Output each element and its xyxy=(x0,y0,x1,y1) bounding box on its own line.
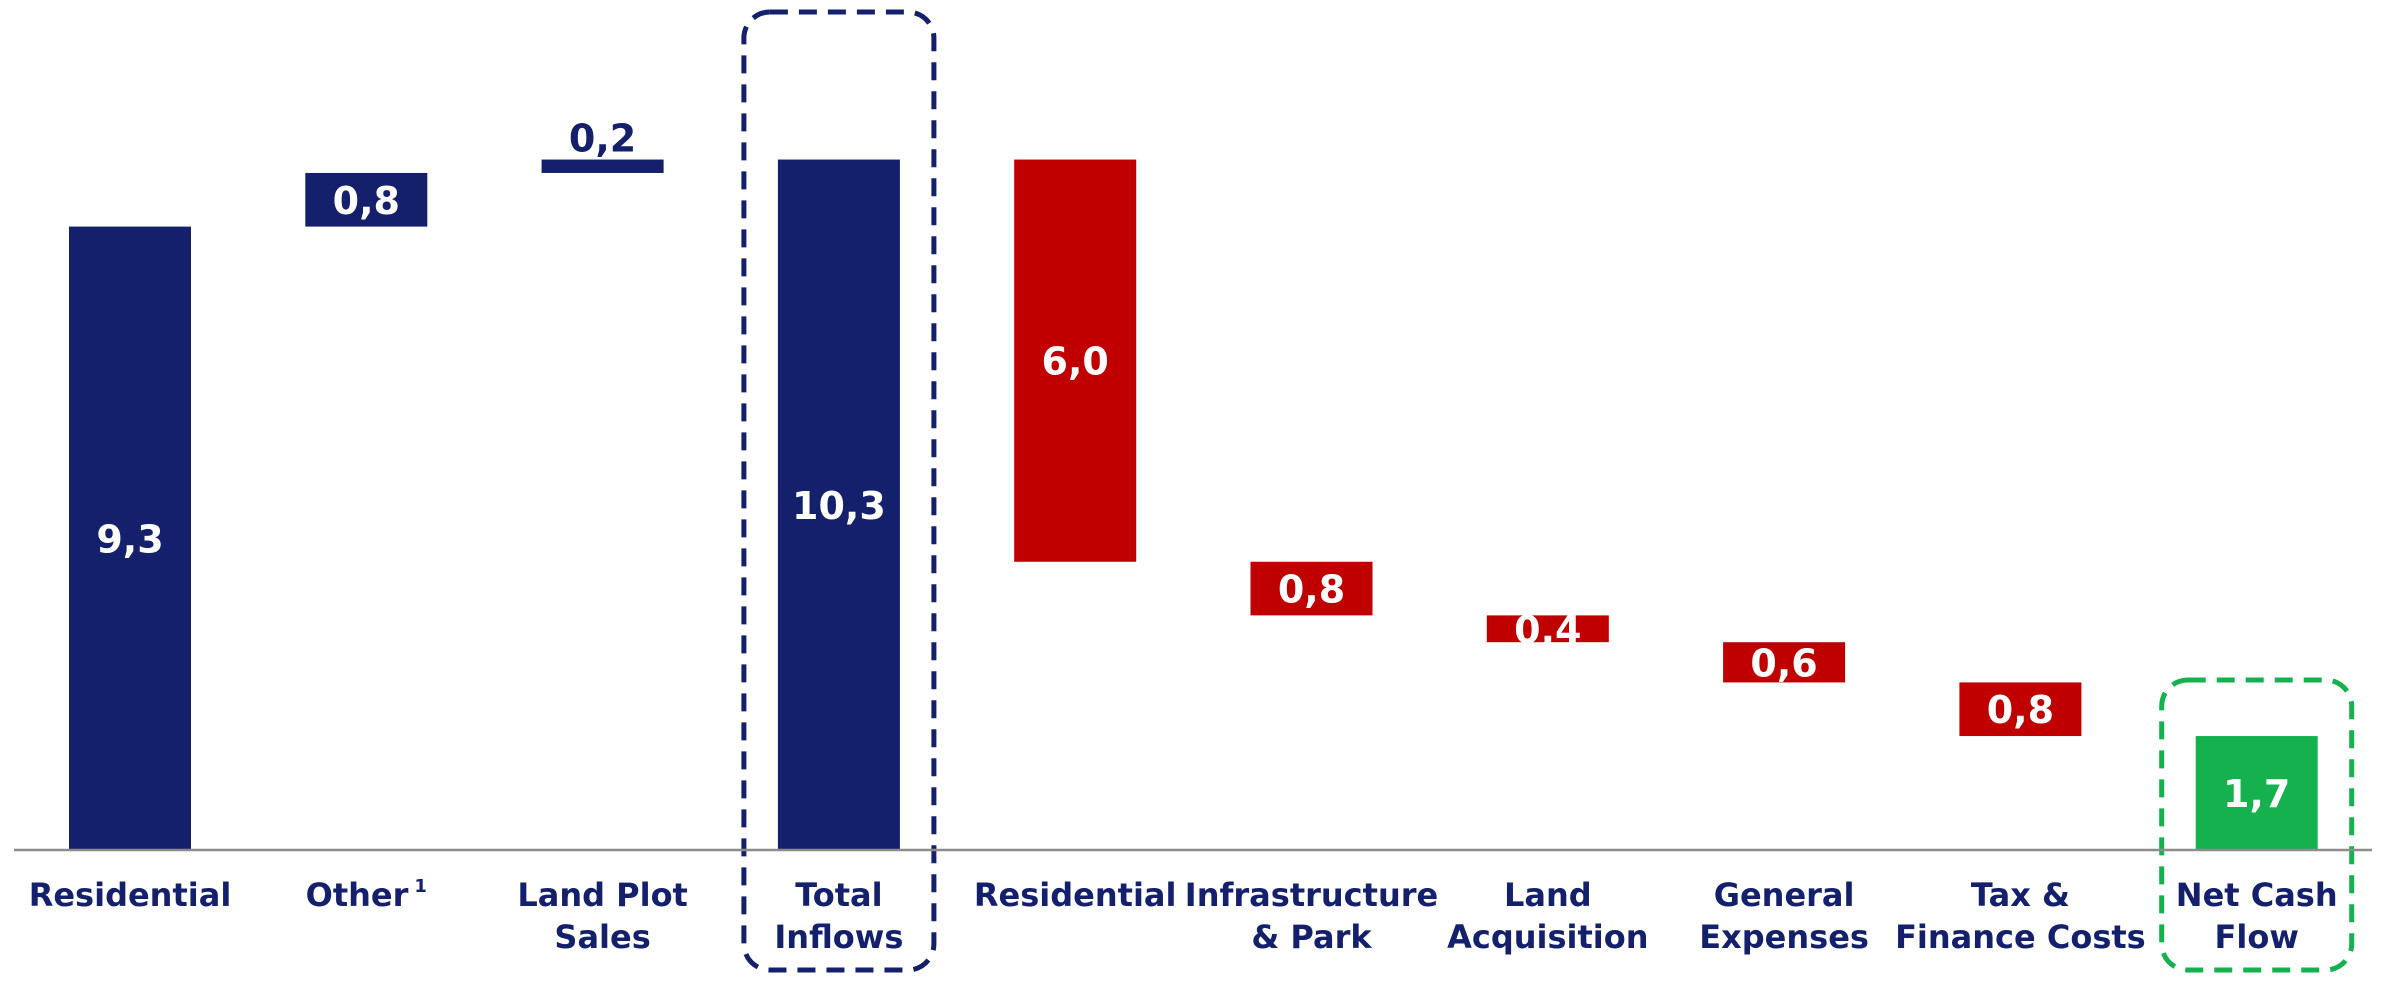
bar-inflow-3 xyxy=(777,159,900,850)
bar-inflow-2 xyxy=(541,159,664,173)
bar-value-label: 1,7 xyxy=(2223,772,2290,816)
bar-value-label: 0,2 xyxy=(569,117,636,161)
x-tick-label: Land Plot Sales xyxy=(517,876,688,956)
x-tick-label: Residential xyxy=(974,876,1177,914)
bar-value-label: 0,8 xyxy=(333,179,400,223)
x-tick-label: Net Cash Flow xyxy=(2176,876,2338,956)
bar-value-label: 9,3 xyxy=(96,517,163,561)
bar-outflow-6 xyxy=(1486,615,1609,643)
x-tick-label: Tax & Finance Costs xyxy=(1895,876,2146,956)
x-tick-label: Infrastructure & Park xyxy=(1185,876,1438,956)
x-tick-label: General Expenses xyxy=(1699,876,1869,956)
bar-value-label: 0,6 xyxy=(1750,641,1817,685)
total-inflows-highlight-frame xyxy=(741,9,937,973)
net-cash-flow-highlight-frame xyxy=(2159,677,2355,973)
bar-value-label: 0,8 xyxy=(1987,688,2054,732)
bar-value-label: 10,3 xyxy=(792,484,886,528)
bar-value-label: 0,4 xyxy=(1514,608,1581,652)
bar-outflow-5 xyxy=(1250,561,1373,616)
bar-net-9 xyxy=(2195,736,2318,850)
bar-value-label: 6,0 xyxy=(1042,340,1109,384)
bar-outflow-7 xyxy=(1723,642,1846,683)
bar-outflow-8 xyxy=(1959,682,2082,737)
bar-value-label: 0,8 xyxy=(1278,568,1345,612)
bar-outflow-4 xyxy=(1014,159,1137,562)
bar-inflow-1 xyxy=(305,172,428,227)
bar-inflow-0 xyxy=(69,226,191,851)
x-tick-label: Other 1 xyxy=(306,876,427,914)
x-tick-label: Residential xyxy=(29,876,232,914)
x-tick-label: Land Acquisition xyxy=(1447,876,1648,956)
x-tick-label: Total Inflows xyxy=(774,876,903,956)
